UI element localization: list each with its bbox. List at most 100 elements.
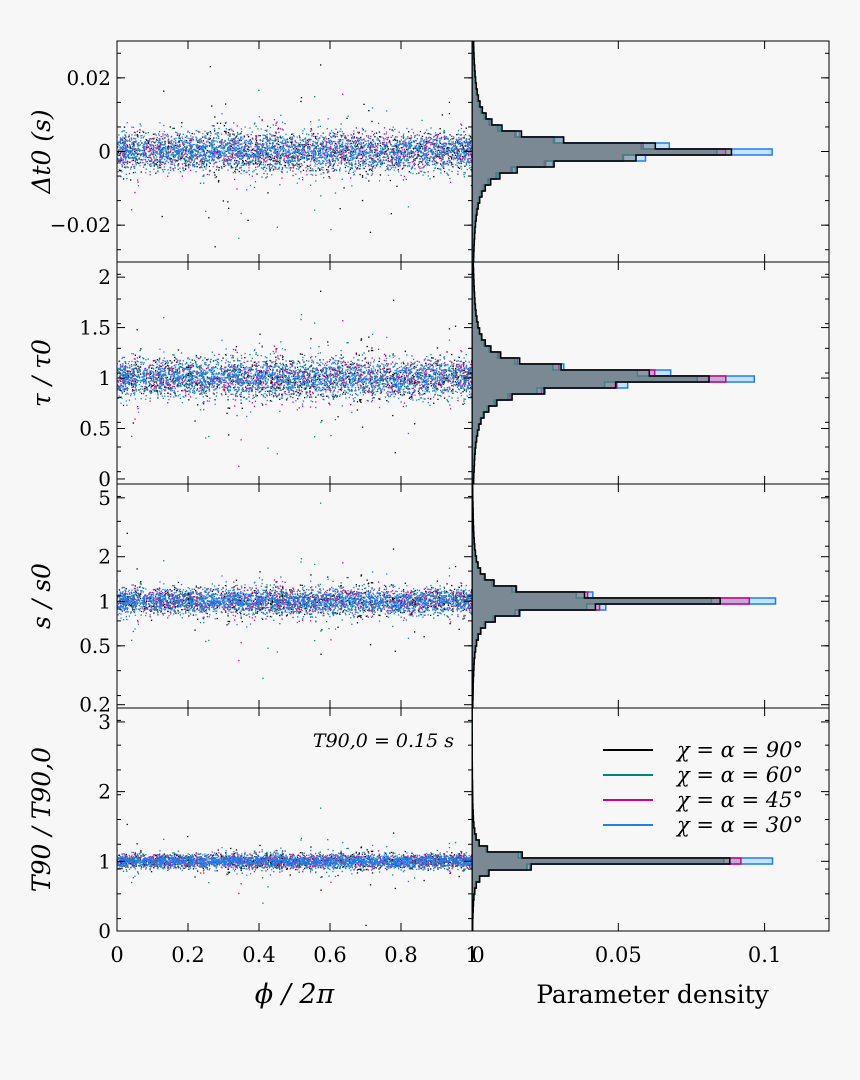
scatter-point <box>212 141 214 144</box>
scatter-point <box>219 153 221 155</box>
scatter-point <box>319 149 321 151</box>
scatter-point <box>394 151 397 154</box>
scatter-point <box>208 137 210 139</box>
scatter-point <box>356 145 358 147</box>
scatter-point <box>300 97 303 99</box>
scatter-point <box>332 157 334 159</box>
scatter-point <box>347 159 349 161</box>
scatter-point <box>341 178 343 180</box>
scatter-point <box>163 155 165 158</box>
scatter-point <box>314 153 316 155</box>
scatter-point <box>458 153 460 155</box>
scatter-point <box>298 134 300 137</box>
scatter-point <box>321 147 324 149</box>
scatter-point <box>401 143 403 145</box>
scatter-point <box>122 147 124 149</box>
scatter-point <box>159 162 161 164</box>
scatter-point <box>408 164 410 166</box>
scatter-point <box>386 110 388 112</box>
scatter-point <box>127 150 129 152</box>
scatter-point <box>354 170 356 172</box>
scatter-point <box>453 143 455 145</box>
scatter-point <box>153 138 155 140</box>
scatter-point <box>321 162 324 164</box>
scatter-point <box>218 127 220 130</box>
scatter-point <box>305 166 307 169</box>
scatter-point <box>286 167 288 169</box>
scatter-point <box>161 215 163 218</box>
scatter-point <box>377 152 379 154</box>
scatter-point <box>131 143 133 145</box>
scatter-point <box>274 155 276 158</box>
scatter-point <box>452 163 454 166</box>
scatter-point <box>192 163 194 165</box>
scatter-point <box>244 126 246 128</box>
scatter-point <box>429 142 431 144</box>
scatter-point <box>286 145 288 147</box>
scatter-point <box>225 160 227 162</box>
scatter-point <box>196 150 199 152</box>
scatter-point <box>393 148 395 150</box>
scatter-point <box>390 167 392 169</box>
scatter-point <box>319 169 321 172</box>
scatter-point <box>232 153 234 155</box>
scatter-point <box>142 146 144 149</box>
scatter-point <box>191 132 193 135</box>
scatter-point <box>273 140 275 142</box>
scatter-point <box>292 154 295 156</box>
scatter-point <box>334 161 336 163</box>
scatter-point <box>401 142 403 145</box>
scatter-point <box>333 162 336 165</box>
scatter-point <box>150 145 152 147</box>
scatter-point <box>348 172 350 174</box>
scatter-point <box>164 150 166 152</box>
scatter-point <box>155 162 157 165</box>
scatter-point <box>223 125 226 127</box>
scatter-point <box>414 134 417 137</box>
scatter-point <box>309 154 311 157</box>
scatter-point <box>202 140 205 142</box>
scatter-point <box>165 155 167 157</box>
scatter-point <box>426 129 428 131</box>
scatter-point <box>373 140 375 143</box>
scatter-point <box>267 139 269 141</box>
scatter-point <box>469 142 471 144</box>
scatter-point <box>308 145 311 148</box>
scatter-point <box>118 134 120 136</box>
scatter-point <box>442 151 444 153</box>
scatter-point <box>137 185 140 187</box>
scatter-point <box>298 160 300 162</box>
scatter-point <box>260 152 262 154</box>
scatter-point <box>425 154 427 156</box>
scatter-point <box>377 144 379 146</box>
scatter-point <box>373 134 375 136</box>
scatter-point <box>375 154 377 156</box>
scatter-point <box>245 164 247 166</box>
scatter-point <box>205 166 207 168</box>
histogram-panel-1 <box>472 262 756 484</box>
scatter-point <box>340 139 342 141</box>
scatter-point <box>400 136 403 138</box>
scatter-point <box>365 140 367 142</box>
scatter-point <box>157 153 159 155</box>
scatter-point <box>260 128 262 130</box>
scatter-point <box>168 172 170 174</box>
scatter-point <box>451 138 453 140</box>
scatter-point <box>170 145 172 147</box>
scatter-point <box>193 148 196 150</box>
scatter-point <box>365 156 367 158</box>
scatter-point <box>231 139 233 142</box>
scatter-point <box>133 157 135 159</box>
scatter-point <box>351 157 354 159</box>
scatter-point <box>361 156 364 158</box>
scatter-point <box>407 152 409 154</box>
scatter-point <box>211 160 213 162</box>
scatter-point <box>299 149 301 152</box>
scatter-point <box>170 169 172 171</box>
scatter-point <box>230 165 232 167</box>
scatter-point <box>429 151 432 153</box>
scatter-point <box>121 171 123 173</box>
scatter-point <box>251 148 254 150</box>
scatter-point <box>233 133 235 135</box>
scatter-point <box>118 159 120 161</box>
